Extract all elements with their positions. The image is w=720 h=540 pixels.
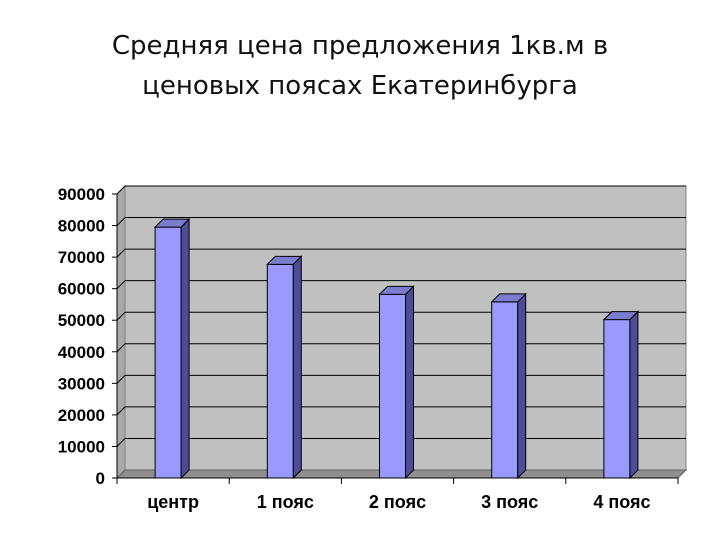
bar: [154, 226, 182, 479]
bar-top: [490, 293, 527, 303]
y-tick-label: 0: [96, 469, 105, 488]
gridline-side: [116, 374, 126, 384]
x-category-label: 4 пояс: [593, 492, 650, 512]
bar-top: [153, 218, 191, 228]
gridline-side: [116, 311, 126, 321]
bar-side: [405, 285, 414, 480]
bar-side: [180, 217, 190, 480]
x-category-label: центр: [147, 492, 199, 512]
bar-side: [517, 292, 527, 480]
bar-side: [292, 255, 302, 480]
y-tick-label: 10000: [58, 437, 105, 456]
y-tick-label: 90000: [58, 185, 105, 204]
plot-side-wall: [116, 184, 126, 480]
bar-top: [266, 255, 303, 265]
gridline-side: [116, 438, 126, 447]
chart-title-line-1: Средняя цена предложения 1кв.м в: [111, 31, 609, 61]
bar-top: [602, 311, 640, 321]
gridline-side: [116, 280, 126, 290]
bar: [603, 319, 631, 479]
x-category-label: 1 пояс: [257, 492, 314, 512]
gridline-side: [116, 248, 126, 258]
x-category-label: 3 пояс: [481, 492, 538, 512]
y-tick-label: 70000: [58, 248, 105, 267]
y-tick-label: 20000: [58, 406, 105, 425]
gridline-side: [116, 406, 126, 416]
y-tick-label: 40000: [58, 343, 105, 362]
bar-top: [378, 285, 415, 295]
chart-title: Средняя цена предложения 1кв.м в ценовых…: [0, 26, 720, 106]
gridline-side: [116, 217, 126, 226]
bar-side: [629, 310, 639, 480]
bar: [379, 293, 406, 479]
y-tick-label: 30000: [58, 374, 105, 393]
y-tick-label: 80000: [58, 217, 105, 236]
x-category-label: 2 пояс: [369, 492, 426, 512]
gridline-side: [116, 343, 126, 353]
y-tick-label: 50000: [58, 311, 105, 330]
y-tick-label: 60000: [58, 280, 105, 299]
gridline-side: [116, 185, 126, 195]
bar: [266, 263, 294, 479]
chart-title-line-2: ценовых поясах Екатеринбурга: [142, 71, 578, 101]
bar: [491, 301, 519, 479]
